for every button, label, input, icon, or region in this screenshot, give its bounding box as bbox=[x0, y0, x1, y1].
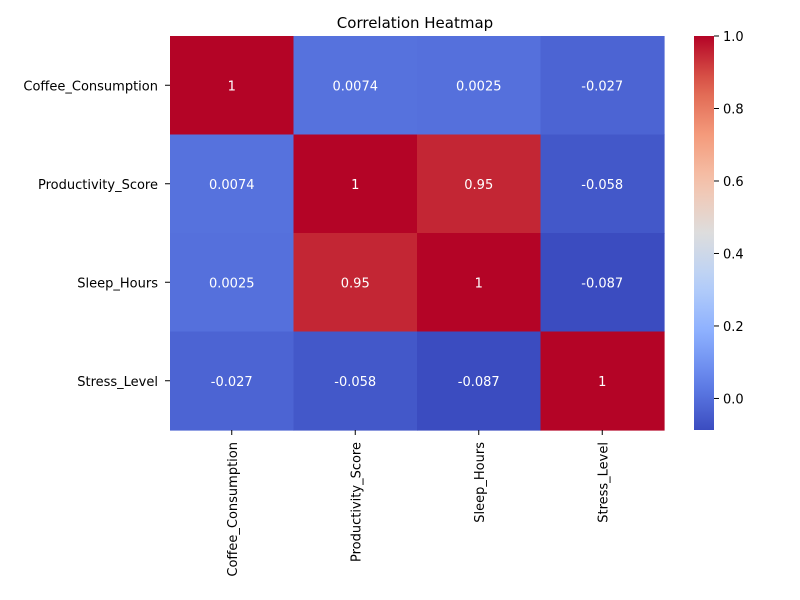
y-tick-label: Coffee_Consumption bbox=[23, 79, 158, 94]
heatmap-cell bbox=[293, 36, 418, 136]
colorbar-gradient bbox=[694, 36, 714, 430]
y-tick-labels: Coffee_Consumption Productivity_Score Slee… bbox=[23, 79, 170, 390]
heatmap-cell bbox=[540, 233, 665, 333]
cell-annotation: -0.087 bbox=[581, 276, 623, 291]
y-tick-label: Sleep_Hours bbox=[77, 276, 158, 291]
cell-annotation: 0.0074 bbox=[209, 178, 255, 193]
cell-annotation: -0.087 bbox=[458, 375, 500, 390]
colorbar: 1.0 0.8 0.6 0.4 0.2 0.0 bbox=[694, 30, 744, 430]
y-tick-label: Stress_Level bbox=[77, 375, 158, 390]
cell-annotation: 0.95 bbox=[464, 178, 493, 193]
cell-annotation: -0.058 bbox=[581, 178, 623, 193]
cell-annotation: 0.0025 bbox=[209, 276, 255, 291]
cell-annotation: 0.95 bbox=[341, 276, 370, 291]
heatmap-cell bbox=[170, 331, 295, 431]
heatmap-cell bbox=[293, 134, 418, 234]
heatmap-cell bbox=[170, 134, 295, 234]
cell-annotation: 0.0074 bbox=[333, 79, 379, 94]
heatmap-cell bbox=[417, 36, 542, 136]
cell-annotation: -0.058 bbox=[334, 375, 376, 390]
heatmap-cell bbox=[540, 331, 665, 431]
heatmap-cell bbox=[540, 134, 665, 234]
heatmap-cell bbox=[417, 134, 542, 234]
x-tick-labels: Coffee_Consumption Productivity_Score Slee… bbox=[226, 430, 611, 577]
heatmap-cell bbox=[293, 331, 418, 431]
x-tick-label: Coffee_Consumption bbox=[226, 442, 241, 577]
heatmap-annotations: 1 0.0074 0.0025 -0.027 0.0074 1 0.95 -0.058 0.00… bbox=[209, 79, 623, 390]
chart-title: Correlation Heatmap bbox=[337, 14, 493, 32]
heatmap-cell bbox=[417, 233, 542, 333]
heatmap-cells bbox=[170, 36, 665, 431]
x-tick-label: Productivity_Score bbox=[349, 442, 364, 562]
colorbar-tick-label: 0.6 bbox=[723, 175, 744, 190]
cell-annotation: 0.0025 bbox=[456, 79, 502, 94]
colorbar-tick-label: 0.0 bbox=[723, 392, 744, 407]
colorbar-tick-label: 0.2 bbox=[723, 320, 744, 335]
cell-annotation: 1 bbox=[228, 79, 236, 94]
colorbar-tick-label: 1.0 bbox=[723, 30, 744, 45]
heatmap-cell bbox=[417, 331, 542, 431]
heatmap-cell bbox=[170, 36, 295, 136]
y-tick-label: Productivity_Score bbox=[38, 178, 158, 193]
x-tick-label: Sleep_Hours bbox=[473, 442, 488, 523]
cell-annotation: 1 bbox=[598, 375, 606, 390]
heatmap-cell bbox=[170, 233, 295, 333]
cell-annotation: -0.027 bbox=[211, 375, 253, 390]
cell-annotation: -0.027 bbox=[581, 79, 623, 94]
cell-annotation: 1 bbox=[351, 178, 359, 193]
colorbar-tick-label: 0.8 bbox=[723, 102, 744, 117]
cell-annotation: 1 bbox=[475, 276, 483, 291]
heatmap-cell bbox=[293, 233, 418, 333]
x-tick-label: Stress_Level bbox=[596, 442, 611, 523]
colorbar-tick-label: 0.4 bbox=[723, 247, 744, 262]
heatmap-cell bbox=[540, 36, 665, 136]
